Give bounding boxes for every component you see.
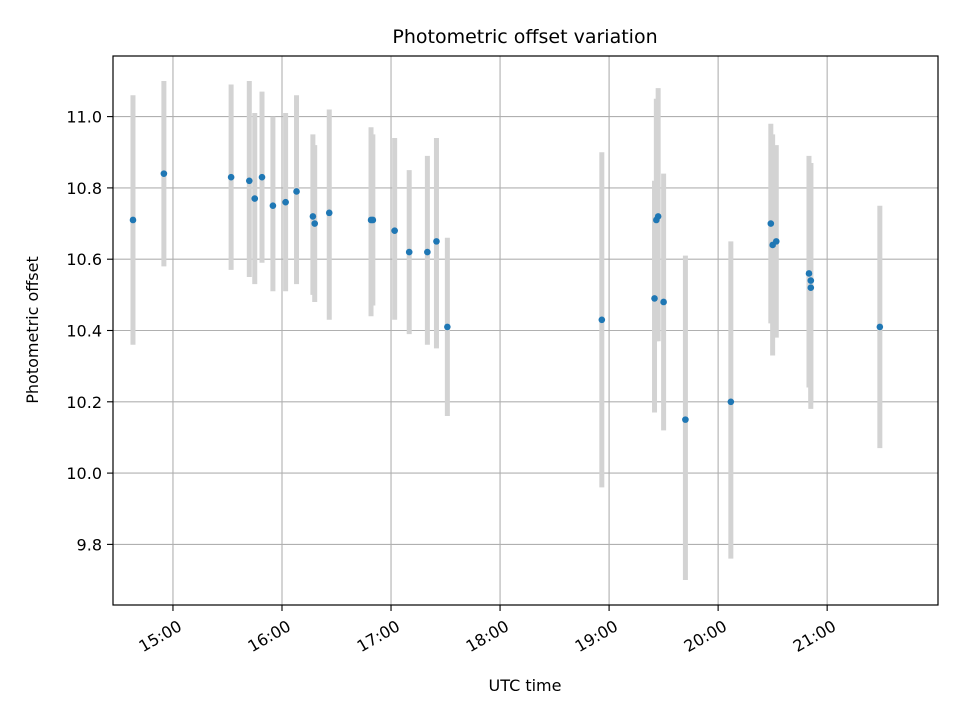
- data-point: [807, 284, 815, 292]
- x-axis-label: UTC time: [489, 676, 562, 695]
- data-points: [129, 170, 884, 423]
- data-point: [876, 323, 884, 331]
- data-point: [807, 277, 815, 284]
- y-tick-label: 10.6: [66, 250, 102, 269]
- data-point: [227, 173, 235, 181]
- data-point: [424, 248, 431, 256]
- data-point: [282, 198, 289, 206]
- data-point: [772, 238, 780, 245]
- data-point: [309, 213, 317, 220]
- data-point: [444, 323, 451, 331]
- data-point: [651, 295, 658, 302]
- data-point: [391, 227, 398, 234]
- y-tick-label: 10.8: [66, 179, 102, 198]
- data-point: [293, 188, 300, 195]
- data-point: [251, 195, 259, 202]
- data-point: [805, 270, 813, 277]
- data-point: [269, 202, 277, 210]
- data-point: [369, 216, 377, 224]
- data-point: [598, 316, 606, 324]
- y-axis: 9.8 10.0 10.2 10.4 10.6 10.8 11.0: [66, 108, 113, 554]
- y-tick-label: 10.0: [66, 464, 102, 483]
- y-tick-label: 9.8: [77, 535, 102, 554]
- chart-title: Photometric offset variation: [392, 26, 657, 48]
- data-point: [325, 209, 333, 217]
- data-point: [245, 177, 253, 185]
- data-point: [405, 248, 413, 256]
- y-axis-label: Photometric offset: [23, 256, 42, 404]
- data-point: [767, 220, 775, 227]
- data-point: [258, 173, 266, 181]
- y-tick-label: 10.2: [66, 393, 102, 412]
- data-point: [433, 238, 440, 245]
- data-point: [682, 416, 689, 423]
- data-point: [727, 398, 735, 406]
- y-tick-label: 11.0: [66, 108, 102, 127]
- data-point: [160, 170, 168, 177]
- y-tick-label: 10.4: [66, 322, 102, 341]
- data-point: [654, 213, 662, 220]
- data-point: [660, 298, 667, 306]
- data-point: [129, 216, 137, 224]
- data-point: [311, 220, 319, 227]
